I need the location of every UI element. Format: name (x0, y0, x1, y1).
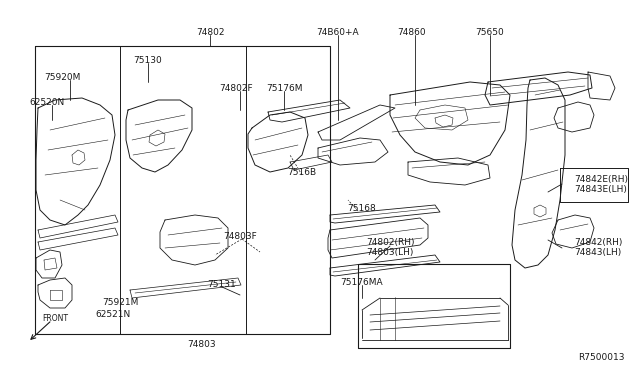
Text: 75176M: 75176M (266, 84, 302, 93)
Text: 74860: 74860 (397, 28, 426, 37)
Text: 62520N: 62520N (29, 98, 65, 107)
Text: 75131: 75131 (207, 280, 236, 289)
Text: 62521N: 62521N (95, 310, 131, 319)
Text: 75168: 75168 (348, 204, 376, 213)
Text: 74803: 74803 (188, 340, 216, 349)
Text: 74842E(RH)
74843E(LH): 74842E(RH) 74843E(LH) (574, 175, 628, 195)
Text: 74842(RH)
74843(LH): 74842(RH) 74843(LH) (574, 238, 622, 257)
Text: 74803F: 74803F (223, 232, 257, 241)
Text: 74802: 74802 (196, 28, 224, 37)
Text: FRONT: FRONT (42, 314, 68, 323)
Text: 75921M: 75921M (102, 298, 138, 307)
Text: 74802(RH)
74803(LH): 74802(RH) 74803(LH) (365, 238, 414, 257)
Text: 74802F: 74802F (219, 84, 253, 93)
Text: 75130: 75130 (134, 56, 163, 65)
Text: R7500013: R7500013 (579, 353, 625, 362)
Text: 75650: 75650 (476, 28, 504, 37)
Text: 7516B: 7516B (287, 168, 317, 177)
Text: 75176MA: 75176MA (340, 278, 383, 287)
Text: 75920M: 75920M (44, 73, 80, 82)
Text: 74B60+A: 74B60+A (317, 28, 359, 37)
